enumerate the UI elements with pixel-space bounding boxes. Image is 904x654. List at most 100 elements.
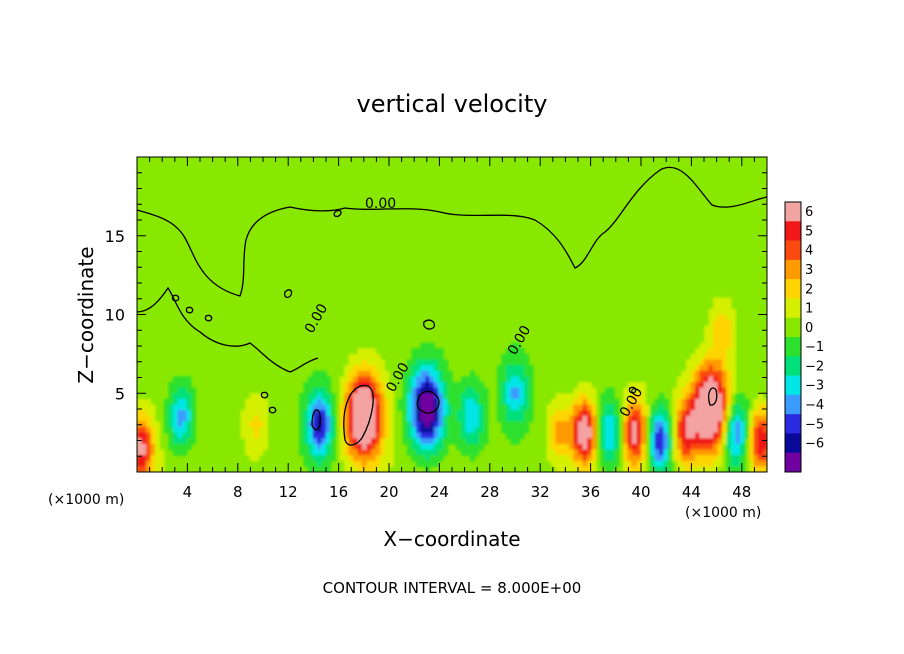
field-cell bbox=[353, 353, 359, 361]
field-cell bbox=[353, 438, 359, 445]
field-cell bbox=[663, 438, 669, 445]
field-cell bbox=[326, 421, 332, 428]
field-cell bbox=[506, 432, 512, 439]
field-cell bbox=[551, 432, 557, 439]
field-cell bbox=[578, 449, 584, 456]
field-cell bbox=[726, 393, 732, 400]
field-cell bbox=[699, 410, 705, 417]
field-cell bbox=[141, 460, 147, 467]
field-cell bbox=[330, 438, 336, 445]
field-cell bbox=[191, 427, 197, 434]
field-cell bbox=[389, 387, 395, 394]
field-cell bbox=[474, 393, 480, 400]
field-cell bbox=[470, 449, 476, 456]
field-cell bbox=[339, 443, 345, 451]
field-cell bbox=[371, 415, 377, 422]
field-cell bbox=[587, 460, 593, 467]
field-cell bbox=[659, 410, 665, 417]
field-cell bbox=[164, 415, 170, 422]
field-cell bbox=[173, 376, 179, 383]
field-cell bbox=[726, 432, 732, 439]
field-cell bbox=[177, 438, 183, 445]
field-cell bbox=[177, 376, 183, 383]
field-cell bbox=[609, 410, 615, 417]
field-cell bbox=[438, 432, 444, 439]
field-cell bbox=[470, 393, 476, 400]
field-cell bbox=[587, 415, 593, 422]
field-cell bbox=[362, 370, 368, 377]
field-cell bbox=[348, 438, 354, 445]
field-cell bbox=[632, 438, 638, 445]
field-cell bbox=[344, 438, 350, 445]
field-cell bbox=[479, 387, 485, 394]
field-cell bbox=[371, 432, 377, 439]
field-cell bbox=[173, 393, 179, 400]
field-cell bbox=[587, 404, 593, 411]
field-cell bbox=[717, 314, 723, 321]
field-cell bbox=[551, 404, 557, 411]
field-cell bbox=[704, 404, 710, 411]
field-cell bbox=[429, 398, 435, 406]
field-cell bbox=[186, 387, 192, 394]
field-cell bbox=[650, 432, 656, 439]
field-cell bbox=[614, 415, 620, 422]
field-cell bbox=[375, 353, 381, 361]
field-cell bbox=[159, 460, 165, 467]
field-cell bbox=[141, 438, 147, 445]
field-cell bbox=[456, 382, 462, 389]
field-cell bbox=[695, 410, 701, 417]
field-cell bbox=[326, 466, 332, 472]
field-cell bbox=[353, 382, 359, 389]
field-cell bbox=[474, 376, 480, 383]
field-cell bbox=[186, 404, 192, 411]
field-cell bbox=[681, 460, 687, 467]
field-cell bbox=[357, 370, 363, 377]
field-cell bbox=[506, 359, 512, 366]
field-cell bbox=[384, 421, 390, 428]
field-cell bbox=[177, 410, 183, 417]
field-cell bbox=[173, 415, 179, 422]
field-cell bbox=[186, 382, 192, 389]
field-cell bbox=[474, 421, 480, 428]
field-cell bbox=[573, 432, 579, 439]
field-cell bbox=[348, 365, 354, 372]
field-cell bbox=[735, 398, 741, 406]
x-tick-label: 4 bbox=[183, 483, 193, 501]
field-cell bbox=[470, 438, 476, 445]
field-cell bbox=[447, 438, 453, 445]
field-cell bbox=[677, 421, 683, 428]
field-cell bbox=[384, 387, 390, 394]
field-cell bbox=[416, 365, 422, 372]
field-cell bbox=[501, 398, 507, 406]
field-cell bbox=[443, 449, 449, 456]
field-cell bbox=[560, 438, 566, 445]
field-cell bbox=[501, 382, 507, 389]
field-cell bbox=[344, 443, 350, 451]
field-cell bbox=[312, 370, 318, 377]
field-cell bbox=[717, 297, 723, 304]
colorbar-swatch bbox=[785, 240, 801, 261]
field-cell bbox=[726, 421, 732, 428]
field-cell bbox=[182, 393, 188, 400]
field-cell bbox=[600, 455, 606, 462]
x-tick-label: 16 bbox=[329, 483, 348, 501]
field-cell bbox=[456, 410, 462, 417]
field-cell bbox=[614, 427, 620, 434]
field-cell bbox=[263, 438, 269, 445]
field-cell bbox=[254, 427, 260, 434]
field-cell bbox=[519, 404, 525, 411]
field-cell bbox=[573, 415, 579, 422]
field-cell bbox=[546, 421, 552, 428]
field-cell bbox=[623, 393, 629, 400]
field-cell bbox=[362, 365, 368, 372]
field-cell bbox=[677, 393, 683, 400]
field-cell bbox=[722, 303, 728, 310]
field-cell bbox=[569, 466, 575, 472]
field-cell bbox=[519, 365, 525, 372]
field-cell bbox=[722, 432, 728, 439]
field-cell bbox=[474, 432, 480, 439]
field-cell bbox=[704, 427, 710, 434]
field-cell bbox=[429, 415, 435, 422]
field-cell bbox=[677, 455, 683, 462]
field-cell bbox=[744, 415, 750, 422]
